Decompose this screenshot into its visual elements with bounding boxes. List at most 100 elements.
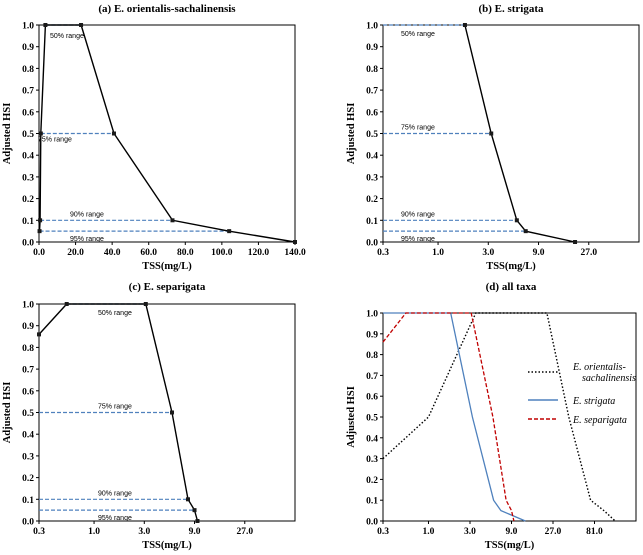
data-point (37, 229, 42, 234)
y-tick-label: 0.2 (366, 195, 378, 205)
y-tick-label: 0.2 (366, 476, 378, 486)
y-tick-label: 0.5 (22, 409, 34, 419)
y-tick-label: 0.1 (366, 497, 378, 507)
data-point (38, 218, 43, 223)
y-tick-label: 0.4 (366, 152, 378, 162)
y-tick-label: 0.9 (22, 322, 34, 332)
y-tick-label: 0.3 (366, 173, 378, 183)
y-tick-label: 0.0 (22, 518, 34, 528)
y-tick-label: 0.9 (366, 43, 378, 53)
x-tick-label: 1.0 (88, 527, 100, 537)
panel-title: (a) E. orientalis-sachalinensis (98, 3, 236, 15)
x-tick-label: 9.0 (533, 248, 545, 258)
y-tick-label: 0.1 (366, 217, 378, 227)
data-point (195, 519, 200, 523)
y-tick-label: 0.8 (22, 65, 34, 75)
x-axis-label: TSS(mg/L) (142, 261, 192, 272)
y-tick-label: 0.3 (22, 452, 34, 462)
x-tick-label: 27.0 (580, 248, 597, 258)
x-tick-label: 27.0 (236, 527, 253, 537)
data-point (573, 240, 578, 244)
y-tick-label: 0.2 (22, 474, 34, 484)
y-tick-label: 0.6 (22, 387, 34, 397)
x-tick-label: 3.0 (138, 527, 150, 537)
range-label: 50% range (98, 310, 132, 317)
range-label: 50% range (401, 31, 435, 38)
y-tick-label: 0.1 (22, 217, 34, 227)
x-tick-label: 3.0 (464, 527, 476, 537)
y-tick-label: 0.8 (22, 344, 34, 354)
range-label: 75% range (98, 404, 132, 411)
data-point (489, 131, 494, 136)
y-tick-label: 1.0 (22, 301, 34, 311)
y-tick-label: 0.6 (22, 108, 34, 118)
y-tick-label: 0.3 (366, 455, 378, 465)
panel-title: (c) E. separigata (129, 281, 206, 293)
data-point (185, 497, 190, 502)
data-point (79, 23, 84, 27)
data-point (170, 218, 175, 223)
range-label: 90% range (98, 490, 132, 497)
panel-title: (b) E. strigata (478, 3, 544, 15)
legend-label: E. separigata (572, 415, 627, 426)
y-tick-label: 0.0 (366, 518, 378, 528)
data-point (462, 23, 467, 27)
y-tick-label: 0.9 (22, 43, 34, 53)
y-tick-label: 0.4 (366, 434, 378, 444)
y-tick-label: 0.0 (366, 239, 378, 249)
y-tick-label: 0.8 (366, 351, 378, 361)
range-label: 90% range (70, 211, 104, 218)
data-point (111, 131, 116, 136)
panel-title: (d) all taxa (486, 281, 537, 293)
x-tick-label: 0.3 (33, 527, 45, 537)
range-label: 95% range (98, 515, 132, 522)
data-point (523, 229, 528, 234)
y-tick-label: 0.9 (366, 330, 378, 340)
range-label: 95% range (70, 236, 104, 243)
data-point (43, 23, 48, 27)
y-tick-label: 0.7 (22, 87, 34, 97)
range-label: 90% range (401, 211, 435, 218)
data-point (192, 508, 197, 513)
x-tick-label: 27.0 (545, 527, 562, 537)
x-axis-label: TSS(mg/L) (142, 540, 192, 551)
x-tick-label: 3.0 (482, 248, 494, 258)
y-tick-label: 1.0 (366, 310, 378, 320)
data-point (170, 410, 175, 415)
y-tick-label: 0.1 (22, 496, 34, 506)
y-tick-label: 0.5 (366, 130, 378, 140)
y-axis-label: Adjusted HSI (2, 103, 13, 165)
y-tick-label: 1.0 (22, 22, 34, 32)
y-tick-label: 1.0 (366, 22, 378, 32)
y-tick-label: 0.7 (366, 87, 378, 97)
x-tick-label: 0.3 (377, 248, 389, 258)
y-tick-label: 0.4 (22, 431, 34, 441)
data-point (227, 229, 232, 234)
x-tick-label: 0.3 (377, 527, 389, 537)
data-point (64, 302, 69, 306)
x-tick-label: 140.0 (284, 248, 306, 258)
x-tick-label: 9.0 (506, 527, 518, 537)
x-tick-label: 40.0 (104, 248, 121, 258)
x-tick-label: 81.0 (586, 527, 603, 537)
y-tick-label: 0.4 (22, 152, 34, 162)
x-tick-label: 1.0 (432, 248, 444, 258)
x-axis-label: TSS(mg/L) (485, 540, 535, 551)
range-label: 75% range (401, 125, 435, 132)
legend-label: E. strigata (572, 396, 615, 407)
series-line (382, 312, 616, 522)
y-axis-label: Adjusted HSI (346, 103, 357, 165)
y-axis-label: Adjusted HSI (2, 382, 13, 444)
data-point (293, 240, 297, 244)
x-tick-label: 20.0 (67, 248, 84, 258)
data-point (514, 218, 519, 223)
x-tick-label: 100.0 (211, 248, 233, 258)
y-tick-label: 0.7 (22, 366, 34, 376)
x-tick-label: 9.0 (189, 527, 201, 537)
y-tick-label: 0.3 (22, 173, 34, 183)
y-axis-label: Adjusted HSI (346, 386, 357, 448)
data-point (37, 332, 41, 337)
y-tick-label: 0.6 (366, 393, 378, 403)
y-tick-label: 0.7 (366, 372, 378, 382)
